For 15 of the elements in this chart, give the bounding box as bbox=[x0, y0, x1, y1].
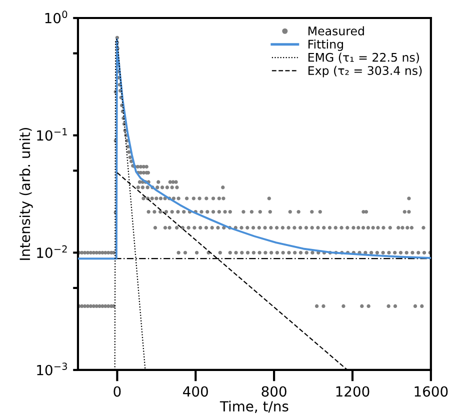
y-tick-label: 10$^{−3}$ bbox=[37, 362, 67, 376]
legend-label: Fitting bbox=[308, 39, 343, 51]
y-tick-label: 10$^{0}$ bbox=[45, 10, 68, 24]
x-axis-title: Time, t/ns bbox=[220, 400, 288, 413]
x-tick-label: 1600 bbox=[414, 386, 448, 397]
x-tick-label: 400 bbox=[183, 386, 208, 397]
legend-label: Exp (τ₂ = 303.4 ns) bbox=[308, 66, 422, 78]
x-tick-label: 0 bbox=[114, 386, 121, 397]
legend-label: Measured bbox=[308, 26, 364, 36]
x-tick-label: 1200 bbox=[336, 386, 370, 397]
y-tick-label: 10$^{−2}$ bbox=[37, 245, 67, 258]
x-tick-label: 800 bbox=[262, 386, 286, 397]
y-axis-title: Intensity (arb. unit) bbox=[19, 128, 33, 260]
y-tick-label: 10$^{−1}$ bbox=[37, 128, 67, 141]
legend-label: EMG (τ₁ = 22.5 ns) bbox=[308, 52, 419, 64]
